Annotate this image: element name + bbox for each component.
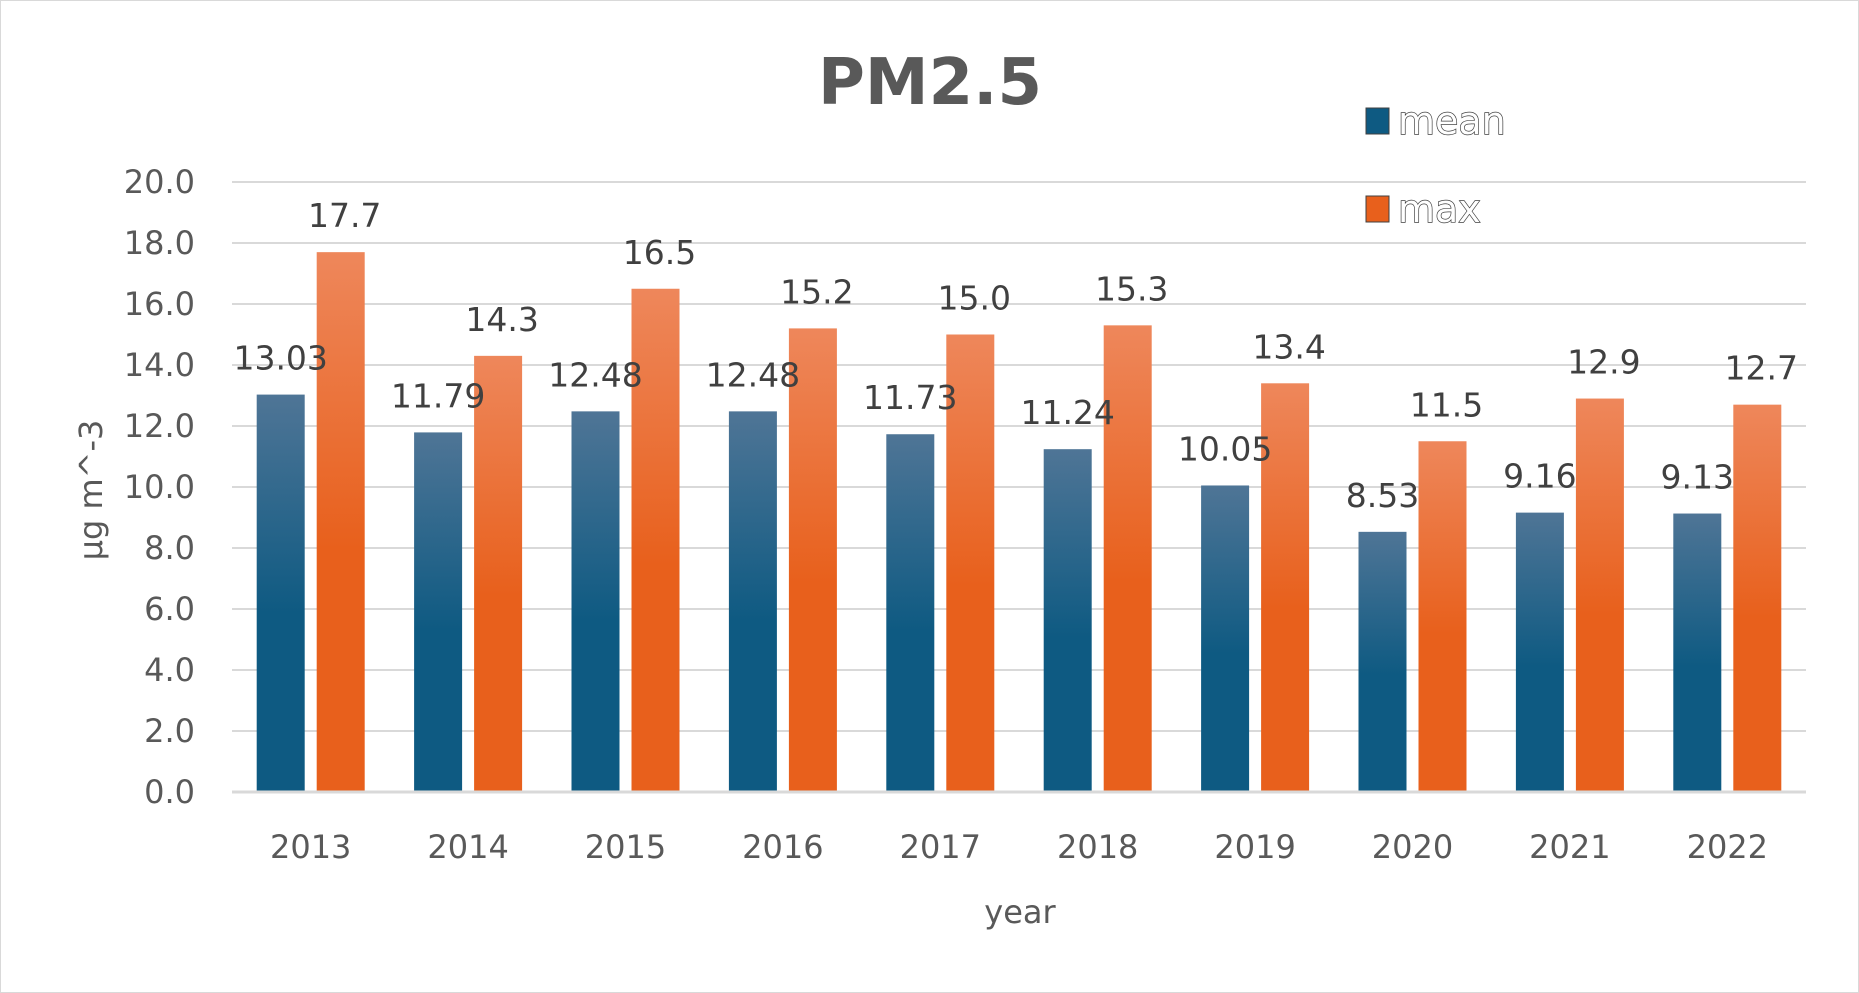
bar-max-2022 [1733, 404, 1782, 792]
data-label-max-2021: 12.9 [1567, 343, 1640, 382]
bar-mean-2018 [1043, 449, 1092, 792]
bar-mean-2021 [1515, 512, 1564, 792]
bar-max-2013 [316, 252, 365, 792]
y-tick-label: 8.0 [144, 529, 195, 567]
bars [256, 252, 1782, 792]
y-tick-label: 4.0 [144, 651, 195, 689]
bar-max-2016 [788, 328, 837, 792]
data-label-mean-2016: 12.48 [706, 355, 800, 394]
data-label-max-2017: 15.0 [938, 279, 1011, 318]
bar-mean-2014 [414, 432, 463, 792]
x-tick-label: 2019 [1214, 828, 1295, 866]
bar-mean-2020 [1358, 531, 1407, 792]
bar-mean-2013 [256, 394, 305, 792]
x-axis-title: year [984, 893, 1056, 931]
data-label-max-2014: 14.3 [465, 300, 538, 339]
bar-max-2014 [474, 355, 523, 792]
y-tick-label: 16.0 [124, 285, 195, 323]
x-tick-label: 2016 [742, 828, 823, 866]
legend-swatch-mean [1365, 107, 1390, 135]
legend-item-mean: mean [1365, 98, 1506, 144]
x-tick-label: 2020 [1372, 828, 1453, 866]
legend-swatch-max [1365, 195, 1390, 223]
data-label-mean-2014: 11.79 [391, 376, 485, 415]
x-tick-label: 2021 [1529, 828, 1610, 866]
data-label-max-2013: 17.7 [308, 196, 381, 235]
bar-max-2015 [631, 288, 680, 792]
bar-mean-2016 [728, 411, 777, 792]
x-tick-label: 2015 [585, 828, 666, 866]
y-tick-label: 20.0 [124, 163, 195, 201]
data-label-max-2020: 11.5 [1410, 385, 1483, 424]
bar-mean-2022 [1673, 513, 1722, 792]
data-label-mean-2022: 9.13 [1661, 458, 1734, 497]
bar-max-2018 [1103, 325, 1152, 792]
y-tick-label: 2.0 [144, 712, 195, 750]
data-label-max-2022: 12.7 [1725, 349, 1798, 388]
x-tick-label: 2013 [270, 828, 351, 866]
data-label-mean-2020: 8.53 [1346, 476, 1419, 515]
x-axis-ticks: 2013 2014 2015 2016 2017 2018 2019 2020 2021 2022 [270, 828, 1768, 866]
y-tick-label: 10.0 [124, 468, 195, 506]
legend-label-mean: mean [1398, 99, 1506, 143]
legend-label-max: max [1398, 187, 1481, 231]
x-tick-label: 2014 [427, 828, 508, 866]
data-label-mean-2021: 9.16 [1503, 457, 1576, 496]
data-label-mean-2018: 11.24 [1020, 393, 1114, 432]
bar-max-2021 [1575, 398, 1624, 792]
legend-item-max: max [1365, 186, 1481, 232]
bar-mean-2017 [886, 434, 935, 792]
bar-max-2020 [1418, 441, 1467, 792]
data-label-max-2016: 15.2 [780, 272, 853, 311]
data-label-max-2015: 16.5 [623, 233, 696, 272]
y-tick-label: 6.0 [144, 590, 195, 628]
chart-title: PM2.5 [818, 46, 1042, 120]
data-labels: 13.03 17.7 11.79 14.3 12.48 16.5 12.48 15.2 11.7… [233, 196, 1798, 515]
x-tick-label: 2018 [1057, 828, 1138, 866]
bar-mean-2015 [571, 411, 620, 792]
data-label-mean-2017: 11.73 [863, 378, 957, 417]
y-axis-title: µg m^-3 [72, 420, 110, 561]
y-tick-label: 0.0 [144, 773, 195, 811]
data-label-mean-2015: 12.48 [548, 355, 642, 394]
bar-mean-2019 [1201, 485, 1250, 792]
y-tick-label: 12.0 [124, 407, 195, 445]
y-axis-ticks: 0.0 2.0 4.0 6.0 8.0 10.0 12.0 14.0 16.0 18.0 20.0 [124, 163, 195, 811]
data-label-mean-2013: 13.03 [233, 339, 327, 378]
x-tick-label: 2017 [900, 828, 981, 866]
y-tick-label: 14.0 [124, 346, 195, 384]
x-tick-label: 2022 [1687, 828, 1768, 866]
legend: mean max [1365, 98, 1506, 232]
y-tick-label: 18.0 [124, 224, 195, 262]
bar-max-2019 [1261, 383, 1310, 792]
data-label-max-2018: 15.3 [1095, 269, 1168, 308]
data-label-mean-2019: 10.05 [1178, 429, 1272, 468]
bar-max-2017 [946, 334, 995, 792]
data-label-max-2019: 13.4 [1252, 327, 1325, 366]
